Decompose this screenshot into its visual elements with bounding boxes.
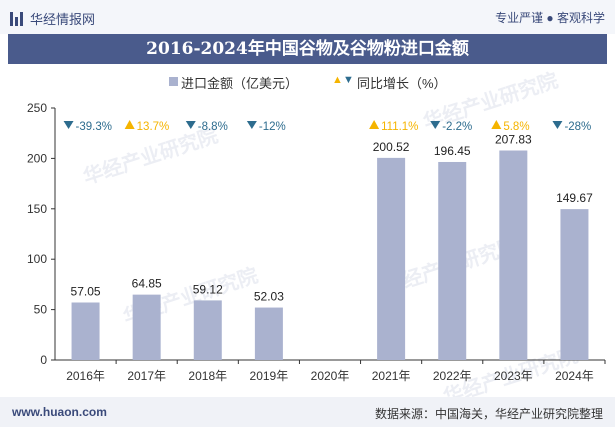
growth-label: 13.7% — [137, 121, 170, 133]
y-tick-label: 50 — [34, 303, 48, 317]
bar-value-label: 149.67 — [556, 191, 593, 205]
growth-up-marker — [124, 120, 135, 129]
x-tick-label: 2024年 — [555, 369, 594, 383]
legend-bar-swatch — [169, 77, 178, 86]
growth-label: -39.3% — [76, 121, 112, 133]
y-tick-label: 0 — [40, 353, 47, 367]
chart-title: 2016-2024年中国谷物及谷物粉进口金额 — [8, 34, 607, 64]
growth-down-marker — [552, 121, 563, 129]
x-tick-label: 2017年 — [127, 369, 166, 383]
brand-name: 华经情报网 — [30, 12, 96, 27]
bar — [71, 302, 100, 360]
growth-label: -8.8% — [198, 121, 228, 133]
legend-up-triangle-icon: ▲ — [332, 74, 343, 86]
legend-down-triangle-icon: ▼ — [343, 74, 354, 86]
x-tick-label: 2023年 — [494, 369, 533, 383]
growth-label: -2.2% — [442, 121, 472, 133]
footer: www.huaon.com 数据来源：中国海关，华经产业研究院整理 — [0, 397, 615, 427]
growth-label: -28% — [564, 121, 591, 133]
y-tick-label: 200 — [27, 151, 47, 165]
x-tick-label: 2022年 — [433, 369, 472, 383]
top-bar: 华经情报网 专业严谨 ● 客观科学 — [0, 0, 615, 34]
bar-value-label: 196.45 — [434, 144, 471, 158]
bar — [377, 157, 406, 360]
bar — [254, 307, 283, 360]
bar-value-label: 59.12 — [193, 282, 223, 296]
x-tick-label: 2019年 — [250, 369, 289, 383]
bar — [438, 161, 467, 360]
bar — [560, 209, 589, 360]
x-tick-label: 2018年 — [188, 369, 227, 383]
x-tick-label: 2020年 — [311, 369, 350, 383]
brand-logo-icon — [10, 11, 24, 26]
growth-down-marker — [185, 121, 196, 129]
growth-label: 111.1% — [381, 121, 418, 133]
bar — [499, 150, 528, 360]
legend: 进口金额（亿美元） ▲ ▼ 同比增长（%） — [0, 72, 615, 92]
legend-growth-label: 同比增长（%） — [357, 76, 447, 91]
tagline: 专业严谨 ● 客观科学 — [495, 11, 605, 25]
growth-down-marker — [246, 121, 257, 129]
growth-up-marker — [491, 120, 502, 129]
brand: 华经情报网 — [10, 9, 95, 28]
legend-bar-label: 进口金额（亿美元） — [181, 76, 299, 91]
bar-value-label: 200.52 — [373, 140, 410, 154]
growth-label: -12% — [259, 121, 286, 133]
x-tick-label: 2016年 — [66, 369, 105, 383]
bar — [132, 294, 161, 360]
bar-value-label: 64.85 — [132, 277, 162, 291]
bar-value-label: 207.83 — [495, 133, 532, 147]
x-tick-label: 2021年 — [372, 369, 411, 383]
growth-down-marker — [63, 121, 74, 129]
growth-label: 5.8% — [503, 121, 529, 133]
bar-value-label: 57.05 — [71, 284, 101, 298]
growth-down-marker — [430, 121, 441, 129]
bar — [193, 300, 222, 360]
footer-url[interactable]: www.huaon.com — [12, 405, 107, 419]
growth-up-marker — [369, 120, 380, 129]
y-tick-label: 250 — [27, 101, 47, 115]
y-tick-label: 150 — [27, 202, 47, 216]
bar-value-label: 52.03 — [254, 290, 284, 304]
y-tick-label: 100 — [27, 252, 47, 266]
footer-source: 数据来源：中国海关，华经产业研究院整理 — [374, 407, 603, 421]
chart-area: 0 50 100 150 200 250 2016年 57.05 -39.3% 2017年 64.8… — [27, 101, 606, 383]
